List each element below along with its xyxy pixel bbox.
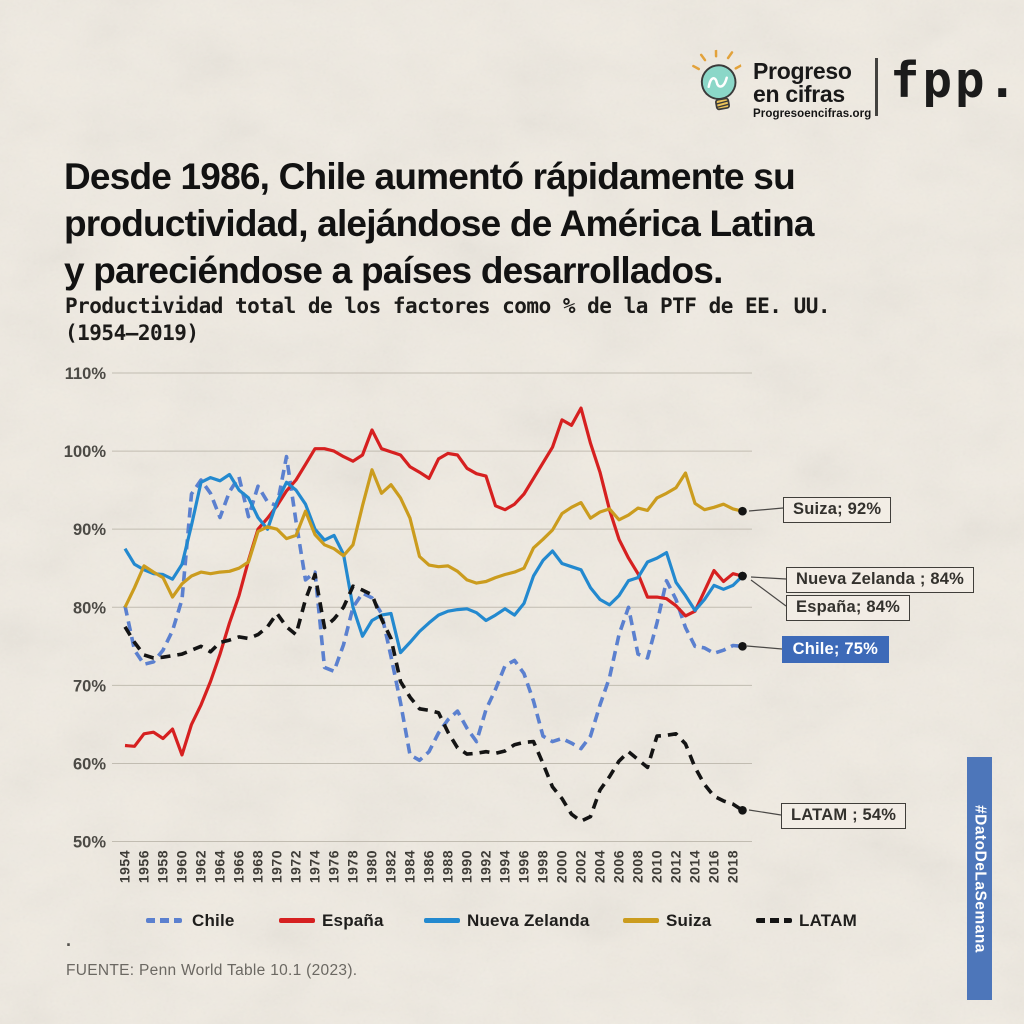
title-line1: Desde 1986, Chile aumentó rápidamente su: [64, 156, 796, 197]
y-tick-60: 60%: [73, 755, 106, 773]
x-tick-2004: 2004: [592, 850, 608, 883]
legend-swatch-espana: [279, 918, 315, 923]
header-logo: Progreso en cifras Progresoencifras.org …: [692, 48, 1017, 128]
x-tick-1982: 1982: [383, 850, 399, 883]
legend-label-latam: LATAM: [799, 911, 857, 930]
end-label-suiza: Suiza; 92%: [783, 497, 892, 523]
x-tick-1964: 1964: [212, 850, 228, 883]
x-tick-1956: 1956: [136, 850, 152, 883]
series-line-latam: [123, 572, 744, 824]
end-label-nueva-zelanda: Nueva Zelanda ; 84%: [786, 567, 974, 593]
end-dot-latam: [738, 806, 747, 815]
legend-label-suiza: Suiza: [666, 911, 712, 930]
subtitle-line1: Productividad total de los factores como…: [65, 294, 831, 318]
y-tick-100: 100%: [64, 443, 107, 461]
x-tick-1954: 1954: [117, 850, 133, 883]
y-tick-50: 50%: [73, 834, 106, 852]
fpp-logo: fpp.: [890, 52, 1021, 109]
end-dot-nueva-zelanda: [738, 571, 747, 581]
title-line2: productividad, alejándose de América Lat…: [64, 203, 814, 244]
title-line3: y pareciéndose a países desarrollados.: [64, 250, 723, 291]
x-tick-1996: 1996: [516, 850, 532, 883]
brand-line1: Progreso: [753, 58, 852, 84]
x-tick-2010: 2010: [649, 850, 665, 883]
x-tick-1962: 1962: [193, 850, 209, 883]
lightbulb-icon: [692, 49, 743, 111]
legend-label-espana: España: [322, 911, 384, 930]
legend-swatch-nueva-zelanda: [424, 918, 460, 923]
footnote-dot: .: [66, 930, 72, 950]
series-line-nueva-zelanda: [123, 472, 744, 655]
series-line-suiza: [123, 468, 743, 608]
x-tick-1970: 1970: [269, 850, 285, 883]
legend-swatch-latam: [756, 918, 792, 923]
x-tick-1958: 1958: [155, 850, 171, 883]
end-label-espana: España; 84%: [786, 595, 910, 621]
end-dot-chile: [738, 642, 747, 651]
x-tick-1990: 1990: [459, 850, 475, 883]
logo-divider: [875, 58, 878, 116]
x-tick-2008: 2008: [630, 850, 646, 883]
x-tick-2002: 2002: [573, 850, 589, 883]
x-tick-1988: 1988: [440, 850, 456, 883]
x-tick-1974: 1974: [307, 850, 323, 883]
end-dot-suiza: [738, 506, 747, 516]
x-tick-1984: 1984: [402, 850, 418, 883]
x-tick-2000: 2000: [554, 850, 570, 883]
y-tick-110: 110%: [65, 365, 107, 383]
chart-subtitle: Productividad total de los factores como…: [65, 293, 965, 347]
x-tick-1960: 1960: [174, 850, 190, 883]
source-note: FUENTE: Penn World Table 10.1 (2023).: [66, 962, 358, 979]
x-tick-1968: 1968: [250, 850, 266, 883]
legend-label-chile: Chile: [192, 911, 235, 930]
legend-swatch-chile: [146, 918, 182, 923]
x-tick-1986: 1986: [421, 850, 437, 883]
end-label-latam: LATAM ; 54%: [781, 803, 907, 829]
y-tick-90: 90%: [73, 521, 106, 539]
x-tick-1972: 1972: [288, 850, 304, 883]
x-tick-2014: 2014: [687, 850, 703, 883]
x-tick-1966: 1966: [231, 850, 247, 883]
end-label-chile: Chile; 75%: [782, 636, 889, 664]
hashtag-text: #DatoDeLaSemana: [971, 804, 989, 953]
brand-website: Progresoencifras.org: [753, 108, 872, 120]
brand-line2: en cifras: [753, 81, 845, 107]
x-tick-1980: 1980: [364, 850, 380, 883]
page-title: Desde 1986, Chile aumentó rápidamente su…: [64, 153, 964, 294]
x-tick-2012: 2012: [668, 850, 684, 883]
legend-label-nueva-zelanda: Nueva Zelanda: [467, 911, 590, 930]
x-tick-1976: 1976: [326, 850, 342, 883]
series-line-chile: [123, 454, 743, 763]
x-tick-2006: 2006: [611, 850, 627, 883]
legend-swatch-suiza: [623, 918, 659, 923]
x-tick-1992: 1992: [478, 850, 494, 883]
x-tick-1978: 1978: [345, 850, 361, 883]
subtitle-line2: (1954–2019): [65, 321, 199, 345]
y-tick-80: 80%: [73, 599, 106, 617]
brand-name: Progreso en cifras: [753, 60, 852, 106]
x-tick-1998: 1998: [535, 850, 551, 883]
x-tick-2018: 2018: [725, 850, 741, 883]
y-tick-70: 70%: [73, 677, 106, 695]
hashtag-banner: #DatoDeLaSemana: [967, 757, 992, 1000]
x-tick-2016: 2016: [706, 850, 722, 883]
x-tick-1994: 1994: [497, 850, 513, 883]
